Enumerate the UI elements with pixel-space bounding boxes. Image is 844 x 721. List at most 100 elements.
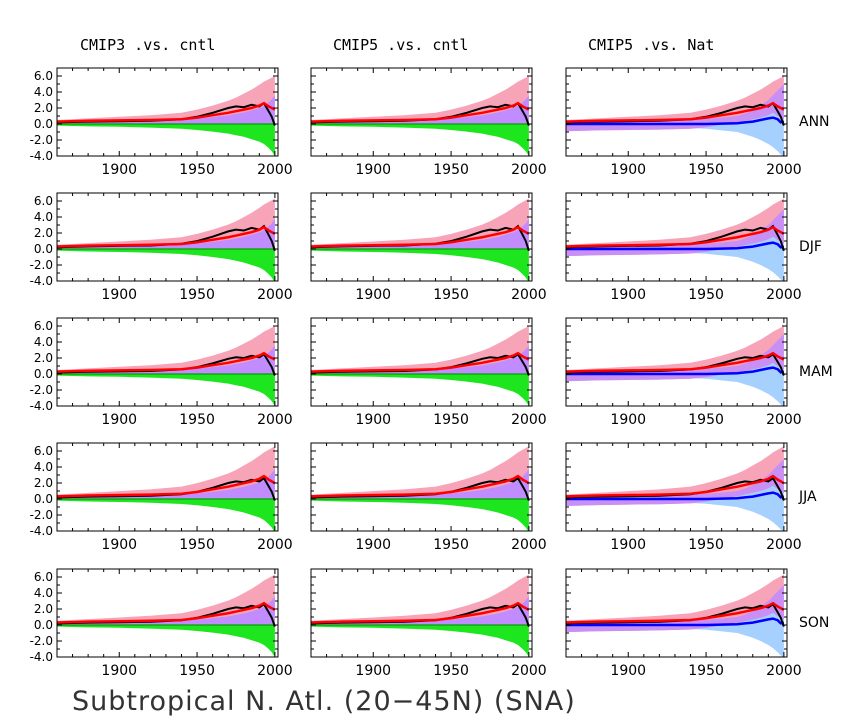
natural-mean-line — [566, 116, 785, 126]
x-tick-label: 1950 — [433, 663, 469, 679]
panel-frame — [310, 192, 533, 282]
spread-overlap — [566, 334, 784, 382]
panel-ann-col3: 1900 1950 2000 — [565, 67, 802, 178]
control-spread-overlap — [311, 218, 529, 249]
column-title-1: CMIP3 .vs. cntl — [80, 36, 215, 54]
forced-mean-line — [566, 225, 785, 248]
x-tick-label: 1950 — [179, 663, 215, 679]
y-tick-label: 4.0 — [34, 586, 53, 600]
control-spread-overlap — [57, 345, 275, 374]
y-tick-label: 4.0 — [34, 85, 53, 99]
panel-djf-col1: 1900 1950 2000 6.0 4.0 2.0 0.0 -2.0 -4.0 — [30, 192, 293, 303]
x-tick-label: 1900 — [355, 537, 391, 553]
forced-mean-line — [57, 351, 276, 373]
panel-jja-col3: 1900 1950 2000 — [565, 442, 802, 553]
panel-frame — [310, 442, 533, 532]
forced-mean-line — [566, 474, 785, 498]
row-label-son: SON — [799, 615, 829, 631]
y-tick-label: 0.0 — [34, 242, 53, 256]
x-tick-label: 1950 — [179, 537, 215, 553]
control-spread-overlap — [311, 468, 529, 499]
forced-mean-line — [311, 474, 530, 498]
column-title-3: CMIP5 .vs. Nat — [588, 36, 714, 54]
y-tick-label: 2.0 — [34, 602, 53, 616]
panel-frame — [565, 317, 788, 407]
y-tick-label: -4.0 — [30, 274, 53, 288]
forced-mean-line — [311, 101, 530, 123]
spread-overlap — [566, 209, 784, 257]
panel-djf-col2: 1900 1950 2000 — [310, 192, 547, 303]
panel-frame — [56, 568, 279, 658]
y-tick-label: 2.0 — [34, 476, 53, 490]
x-tick-label: 1950 — [179, 162, 215, 178]
y-tick-label: 2.0 — [34, 226, 53, 240]
forced-spread-band — [57, 76, 275, 124]
control-spread-overlap — [311, 345, 529, 374]
y-tick-label: 0.0 — [34, 117, 53, 131]
x-tick-label: 1900 — [355, 287, 391, 303]
x-tick-label: 1950 — [688, 537, 724, 553]
x-tick-label: 2000 — [766, 287, 802, 303]
x-tick-label: 1900 — [101, 663, 137, 679]
x-tick-label: 1900 — [101, 162, 137, 178]
panel-frame — [56, 442, 279, 532]
x-tick-label: 1950 — [433, 162, 469, 178]
y-tick-label: -4.0 — [30, 650, 53, 664]
x-tick-label: 2000 — [766, 663, 802, 679]
x-tick-label: 1900 — [610, 162, 646, 178]
panel-frame — [565, 442, 788, 532]
control-spread-band — [57, 499, 275, 531]
x-tick-label: 2000 — [511, 663, 547, 679]
forced-spread-band — [566, 446, 784, 506]
x-tick-label: 1900 — [355, 663, 391, 679]
x-tick-label: 1950 — [179, 412, 215, 428]
x-tick-label: 1950 — [688, 287, 724, 303]
x-tick-label: 2000 — [511, 287, 547, 303]
forced-mean-line — [566, 101, 785, 123]
x-tick-label: 1950 — [688, 663, 724, 679]
y-tick-label: -2.0 — [30, 383, 53, 397]
x-tick-label: 1900 — [101, 412, 137, 428]
y-tick-label: 6.0 — [34, 319, 53, 333]
y-tick-label: -2.0 — [30, 634, 53, 648]
control-spread-overlap — [57, 468, 275, 499]
forced-spread-band — [566, 574, 784, 633]
natural-mean-line — [566, 617, 785, 627]
panel-frame — [310, 317, 533, 407]
control-spread-band — [311, 499, 529, 531]
y-tick-label: 2.0 — [34, 351, 53, 365]
control-spread-band — [57, 374, 275, 406]
panel-frame — [56, 317, 279, 407]
x-tick-label: 1900 — [610, 537, 646, 553]
x-tick-label: 2000 — [257, 663, 293, 679]
panel-frame — [56, 192, 279, 282]
panel-son-col2: 1900 1950 2000 — [310, 568, 547, 679]
control-spread-overlap — [311, 596, 529, 625]
column-titles: CMIP3 .vs. cntl CMIP5 .vs. cntl CMIP5 .vs.… — [80, 36, 714, 54]
x-tick-label: 1900 — [101, 287, 137, 303]
forced-mean-line — [311, 601, 530, 624]
row-label-djf: DJF — [799, 239, 822, 255]
panel-son-col3: 1900 1950 2000 — [565, 568, 802, 679]
control-spread-overlap — [57, 596, 275, 625]
forced-mean-line — [57, 601, 276, 624]
natural-mean-line — [566, 366, 785, 376]
spread-overlap — [566, 84, 784, 132]
x-tick-label: 2000 — [511, 162, 547, 178]
natural-mean-line — [566, 491, 785, 501]
y-tick-label: -4.0 — [30, 524, 53, 538]
x-tick-label: 1900 — [610, 287, 646, 303]
control-spread-overlap — [311, 95, 529, 124]
row-label-mam: MAM — [799, 364, 833, 380]
panel-frame — [310, 67, 533, 157]
x-tick-label: 2000 — [257, 287, 293, 303]
panel-ann-col2: 1900 1950 2000 — [310, 67, 547, 178]
x-tick-label: 2000 — [257, 537, 293, 553]
forced-mean-line — [566, 351, 785, 373]
y-tick-label: 6.0 — [34, 444, 53, 458]
forced-mean-line — [57, 101, 276, 123]
x-tick-label: 1950 — [688, 412, 724, 428]
x-tick-label: 2000 — [511, 537, 547, 553]
y-tick-label: -2.0 — [30, 258, 53, 272]
panel-mam-col3: 1900 1950 2000 — [565, 317, 802, 428]
